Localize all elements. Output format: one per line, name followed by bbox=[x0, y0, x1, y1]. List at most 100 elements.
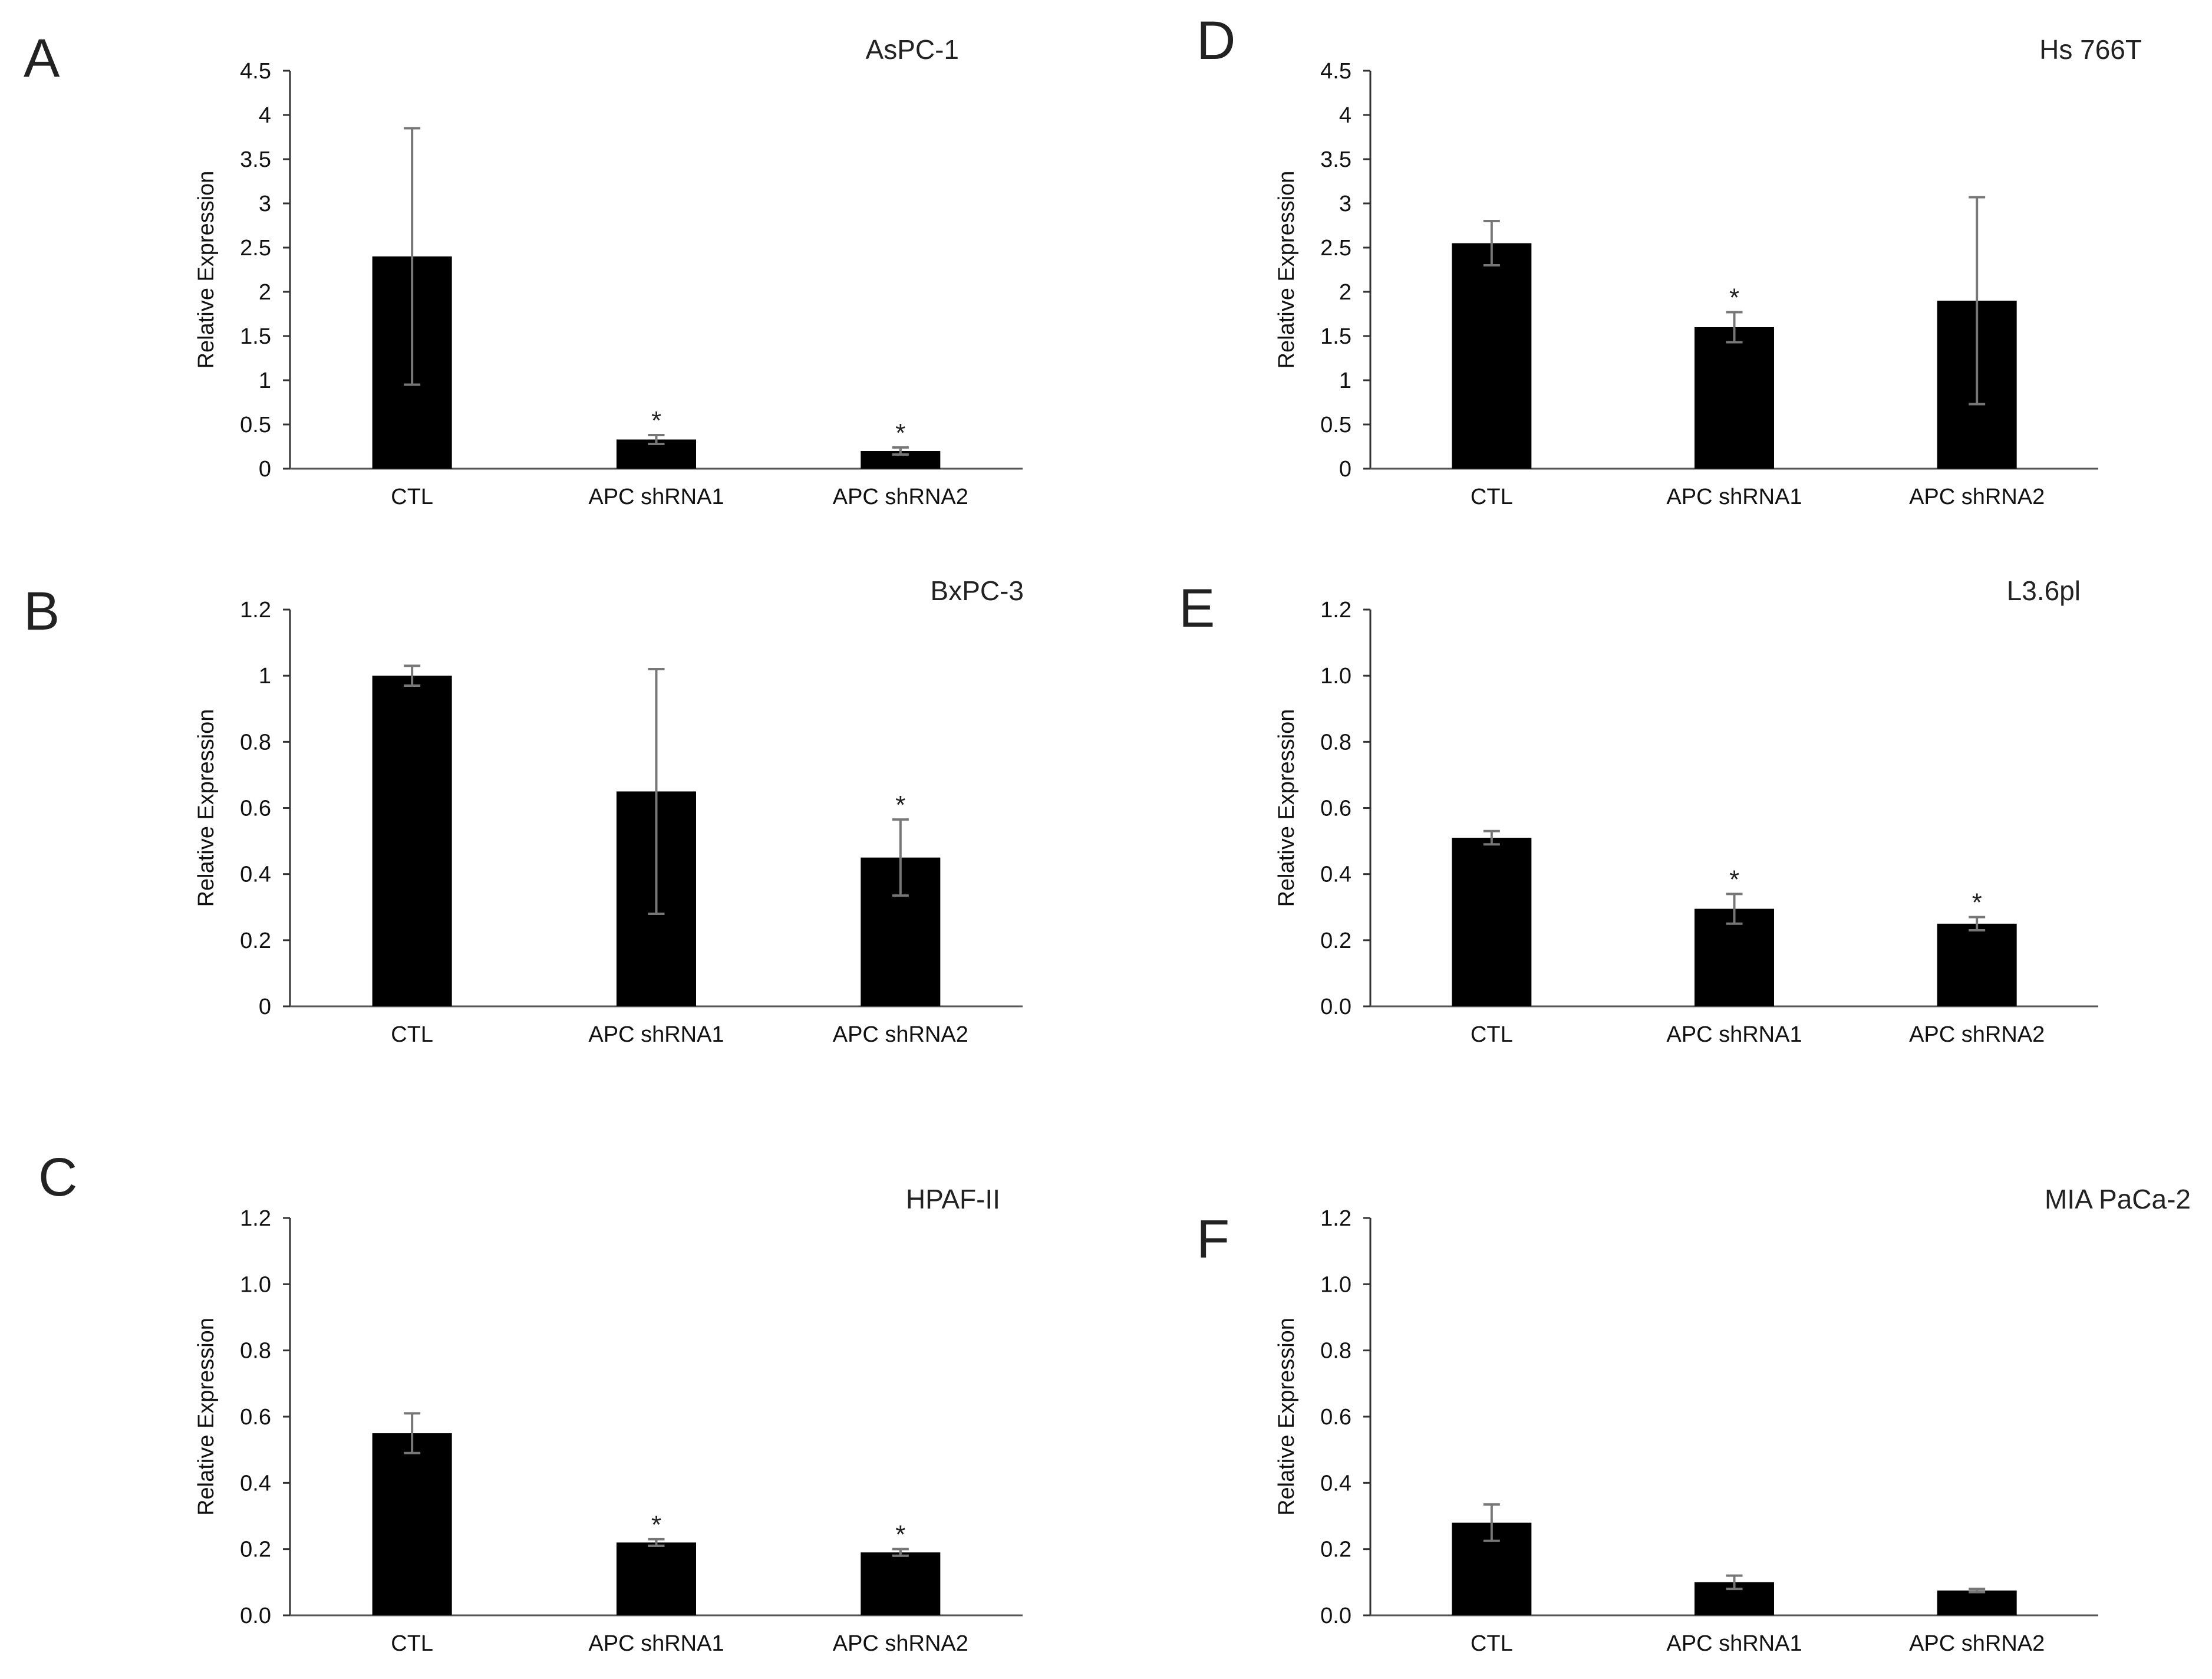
y-axis-label: Relative Expression bbox=[1274, 171, 1299, 369]
y-tick-label: 0.8 bbox=[1320, 730, 1351, 755]
y-tick-label: 1.2 bbox=[1320, 598, 1351, 623]
y-tick-label: 3.5 bbox=[240, 147, 271, 172]
panel-title: MIA PaCa-2 bbox=[2045, 1184, 2191, 1214]
category-label: APC shRNA1 bbox=[588, 485, 724, 509]
category-label: CTL bbox=[391, 1631, 433, 1656]
y-tick-label: 0.6 bbox=[1320, 1405, 1351, 1430]
panel-title: BxPC-3 bbox=[931, 575, 1024, 606]
category-label: APC shRNA2 bbox=[1909, 1022, 2045, 1047]
panel-title: Hs 766T bbox=[2039, 34, 2142, 65]
y-tick-label: 4.5 bbox=[240, 59, 271, 84]
category-label: CTL bbox=[1471, 1022, 1513, 1047]
y-tick-label: 1.5 bbox=[1320, 324, 1351, 349]
y-tick-label: 4 bbox=[259, 103, 271, 128]
bar bbox=[372, 676, 452, 1006]
panel-a: A AsPC-1 0 0.5 1 1.5 2 2.5 3 3.5 4 4.5 Relative Expr… bbox=[24, 28, 1023, 509]
y-tick-label: 3 bbox=[1339, 192, 1351, 216]
category-label: APC shRNA2 bbox=[833, 1631, 968, 1656]
y-tick-label: 0.6 bbox=[240, 796, 271, 821]
y-tick-label: 1 bbox=[259, 368, 271, 393]
bar bbox=[617, 1542, 696, 1615]
significance-star: * bbox=[895, 419, 905, 447]
y-tick-label: 1.5 bbox=[240, 324, 271, 349]
y-tick-label: 0.4 bbox=[240, 1471, 271, 1496]
y-tick-label: 0 bbox=[259, 995, 271, 1019]
y-tick-label: 1 bbox=[1339, 368, 1351, 393]
y-tick-label: 1.2 bbox=[240, 598, 271, 623]
significance-star: * bbox=[895, 1520, 905, 1549]
significance-star: * bbox=[1729, 865, 1739, 894]
y-tick-label: 0.2 bbox=[1320, 929, 1351, 953]
y-axis-label: Relative Expression bbox=[1274, 1318, 1299, 1516]
significance-star: * bbox=[651, 406, 661, 435]
y-tick-label: 0 bbox=[1339, 457, 1351, 482]
y-tick-label: 1.2 bbox=[1320, 1206, 1351, 1231]
y-tick-label: 4 bbox=[1339, 103, 1351, 128]
y-tick-label: 0.4 bbox=[1320, 862, 1351, 887]
y-tick-label: 2.5 bbox=[1320, 236, 1351, 261]
panel-letter: E bbox=[1179, 578, 1215, 638]
category-label: APC shRNA1 bbox=[588, 1022, 724, 1047]
bar bbox=[1937, 923, 2017, 1006]
bar bbox=[1452, 837, 1532, 1006]
y-tick-label: 0.2 bbox=[1320, 1538, 1351, 1562]
y-tick-label: 1.0 bbox=[240, 1272, 271, 1297]
y-tick-label: 4.5 bbox=[1320, 59, 1351, 84]
panel-f: F MIA PaCa-2 0.0 0.2 0.4 0.6 0.8 1.0 1.2 Relative… bbox=[1196, 1184, 2191, 1656]
bar bbox=[1695, 327, 1774, 469]
y-axis-label: Relative Expression bbox=[1274, 709, 1299, 907]
y-tick-label: 3 bbox=[259, 192, 271, 216]
y-tick-label: 0.5 bbox=[1320, 413, 1351, 437]
category-label: APC shRNA2 bbox=[833, 1022, 968, 1047]
y-axis-label: Relative Expression bbox=[194, 171, 219, 369]
y-tick-label: 0.0 bbox=[1320, 1604, 1351, 1628]
category-label: CTL bbox=[391, 485, 433, 509]
category-label: APC shRNA1 bbox=[1666, 485, 1802, 509]
significance-star: * bbox=[1972, 888, 1982, 917]
y-tick-label: 0.5 bbox=[240, 413, 271, 437]
panel-title: HPAF-II bbox=[906, 1184, 1000, 1214]
y-tick-label: 1.0 bbox=[1320, 664, 1351, 689]
category-label: CTL bbox=[391, 1022, 433, 1047]
category-label: APC shRNA1 bbox=[1666, 1022, 1802, 1047]
y-tick-label: 2.5 bbox=[240, 236, 271, 261]
bar bbox=[1695, 908, 1774, 1006]
significance-star: * bbox=[1729, 284, 1739, 312]
panel-e: E L3.6pl 0.0 0.2 0.4 0.6 0.8 1.0 1.2 Relative Exp… bbox=[1179, 575, 2098, 1047]
category-label: CTL bbox=[1471, 1631, 1513, 1656]
y-tick-label: 0.2 bbox=[240, 929, 271, 953]
bar bbox=[372, 1433, 452, 1615]
y-tick-label: 0.4 bbox=[1320, 1471, 1351, 1496]
y-tick-label: 3.5 bbox=[1320, 147, 1351, 172]
y-tick-label: 0.4 bbox=[240, 862, 271, 887]
y-tick-label: 0.6 bbox=[1320, 796, 1351, 821]
y-tick-label: 0.0 bbox=[1320, 995, 1351, 1019]
significance-star: * bbox=[651, 1510, 661, 1539]
panel-letter: D bbox=[1196, 11, 1235, 71]
panel-title: L3.6pl bbox=[2007, 575, 2081, 606]
panel-letter: B bbox=[24, 581, 60, 641]
panel-letter: F bbox=[1196, 1209, 1229, 1269]
panel-b: B BxPC-3 0 0.2 0.4 0.6 0.8 1 1.2 Relative Express… bbox=[24, 575, 1024, 1047]
y-tick-label: 0.2 bbox=[240, 1538, 271, 1562]
category-label: APC shRNA2 bbox=[1909, 485, 2045, 509]
category-label: APC shRNA1 bbox=[1666, 1631, 1802, 1656]
category-label: CTL bbox=[1471, 485, 1513, 509]
y-tick-label: 0.8 bbox=[240, 1339, 271, 1364]
y-tick-label: 0.0 bbox=[240, 1604, 271, 1628]
bar bbox=[861, 1552, 941, 1615]
y-tick-label: 1.2 bbox=[240, 1206, 271, 1231]
panel-letter: A bbox=[24, 28, 60, 88]
y-tick-label: 2 bbox=[259, 280, 271, 305]
y-tick-label: 1 bbox=[259, 664, 271, 689]
panel-c: C HPAF-II 0.0 0.2 0.4 0.6 0.8 1.0 1.2 Relative Ex… bbox=[38, 1147, 1023, 1656]
y-tick-label: 2 bbox=[1339, 280, 1351, 305]
y-tick-label: 0.6 bbox=[240, 1405, 271, 1430]
category-label: APC shRNA2 bbox=[1909, 1631, 2045, 1656]
y-tick-label: 0 bbox=[259, 457, 271, 482]
y-axis-label: Relative Expression bbox=[194, 709, 219, 907]
significance-star: * bbox=[895, 791, 905, 819]
y-tick-label: 0.8 bbox=[240, 730, 271, 755]
y-axis-label: Relative Expression bbox=[194, 1318, 219, 1516]
